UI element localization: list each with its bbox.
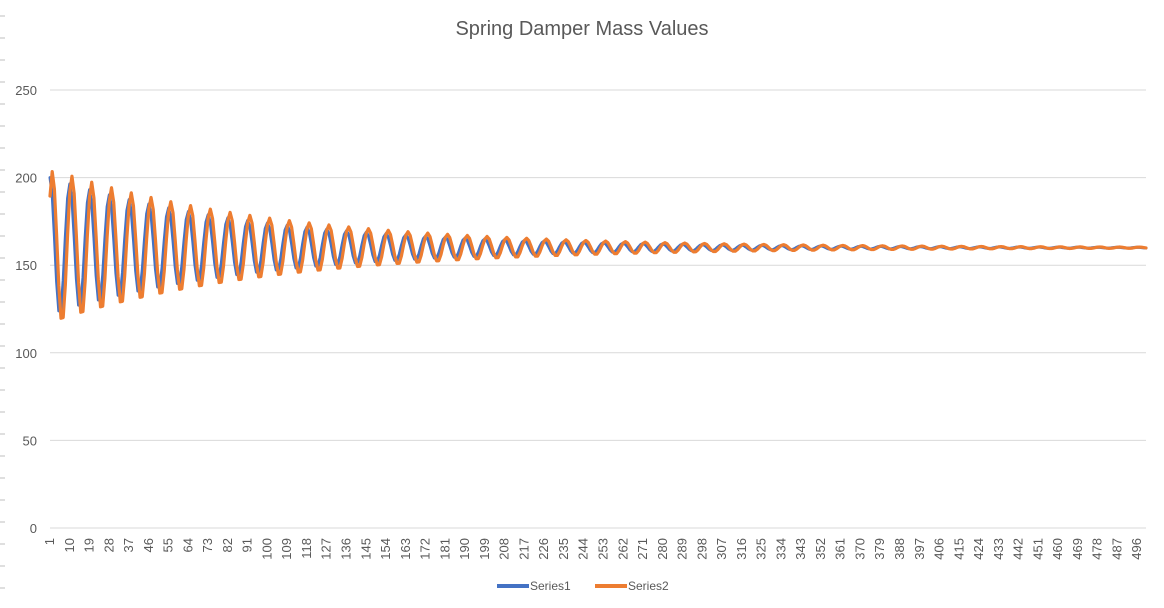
x-tick-label: 82 [220, 538, 235, 552]
x-tick-label: 55 [161, 538, 176, 552]
x-tick-label: 325 [754, 538, 769, 560]
x-tick-label: 19 [82, 538, 97, 552]
y-tick-label: 100 [15, 346, 37, 361]
x-tick-label: 262 [615, 538, 630, 560]
series-layer [48, 169, 1148, 320]
gridlines [50, 89, 1146, 529]
x-tick-label: 73 [200, 538, 215, 552]
x-tick-label: 352 [813, 538, 828, 560]
x-tick-label: 100 [259, 538, 274, 560]
x-tick-label: 118 [299, 538, 314, 559]
x-tick-label: 10 [62, 538, 77, 552]
x-tick-label: 127 [319, 538, 334, 560]
x-tick-label: 487 [1109, 538, 1124, 560]
legend-label-2: Series2 [628, 579, 669, 593]
x-tick-label: 478 [1090, 538, 1105, 560]
x-tick-label: 1 [42, 538, 57, 545]
x-tick-label: 442 [1011, 538, 1026, 560]
x-tick-label: 244 [576, 538, 591, 560]
x-tick-label: 469 [1070, 538, 1085, 560]
x-tick-label: 424 [971, 538, 986, 560]
x-tick-label: 271 [635, 538, 650, 560]
x-tick-label: 145 [358, 538, 373, 560]
x-tick-label: 208 [497, 538, 512, 560]
x-tick-label: 226 [536, 538, 551, 560]
x-axis-ticks: 1 10 19 28 37 46 55 64 73 82 91 100 109 118 127 136 145 1… [42, 538, 1144, 560]
y-tick-label: 50 [23, 433, 37, 448]
x-tick-label: 280 [655, 538, 670, 560]
x-tick-label: 190 [457, 538, 472, 560]
x-tick-label: 370 [852, 538, 867, 560]
x-tick-label: 154 [378, 538, 393, 560]
x-tick-label: 334 [773, 538, 788, 560]
x-tick-label: 136 [339, 538, 354, 560]
x-tick-label: 496 [1129, 538, 1144, 560]
x-tick-label: 163 [398, 538, 413, 560]
legend: Series1 Series2 [497, 579, 669, 593]
x-tick-label: 199 [477, 538, 492, 560]
x-tick-label: 415 [951, 538, 966, 560]
x-tick-label: 37 [121, 538, 136, 552]
x-tick-label: 406 [932, 538, 947, 560]
x-tick-label: 307 [714, 538, 729, 560]
x-tick-label: 460 [1050, 538, 1065, 560]
x-tick-label: 361 [833, 538, 848, 560]
chart-title: Spring Damper Mass Values [455, 18, 708, 40]
y-tick-label: 150 [15, 258, 37, 273]
x-tick-label: 253 [595, 538, 610, 560]
x-tick-label: 172 [418, 538, 433, 560]
x-tick-label: 46 [141, 538, 156, 552]
y-tick-label: 250 [15, 83, 37, 98]
y-axis-ticks: 0 50 100 150 200 250 [15, 83, 37, 536]
x-tick-label: 109 [279, 538, 294, 560]
x-tick-label: 397 [912, 538, 927, 560]
y-tick-label: 200 [15, 171, 37, 186]
x-tick-label: 235 [556, 538, 571, 560]
x-tick-label: 298 [694, 538, 709, 560]
edge-ticks [0, 15, 5, 589]
x-tick-label: 343 [793, 538, 808, 560]
x-tick-label: 316 [734, 538, 749, 560]
x-tick-label: 91 [240, 538, 255, 552]
series-line-2 [48, 169, 1148, 320]
x-tick-label: 217 [516, 538, 531, 560]
y-tick-label: 0 [30, 521, 37, 536]
x-tick-label: 433 [991, 538, 1006, 560]
x-tick-label: 289 [675, 538, 690, 560]
x-tick-label: 64 [180, 538, 195, 552]
x-tick-label: 388 [892, 538, 907, 560]
x-tick-label: 181 [437, 538, 452, 560]
x-tick-label: 379 [872, 538, 887, 560]
x-tick-label: 451 [1030, 538, 1045, 560]
legend-label-1: Series1 [530, 579, 571, 593]
x-tick-label: 28 [101, 538, 116, 552]
